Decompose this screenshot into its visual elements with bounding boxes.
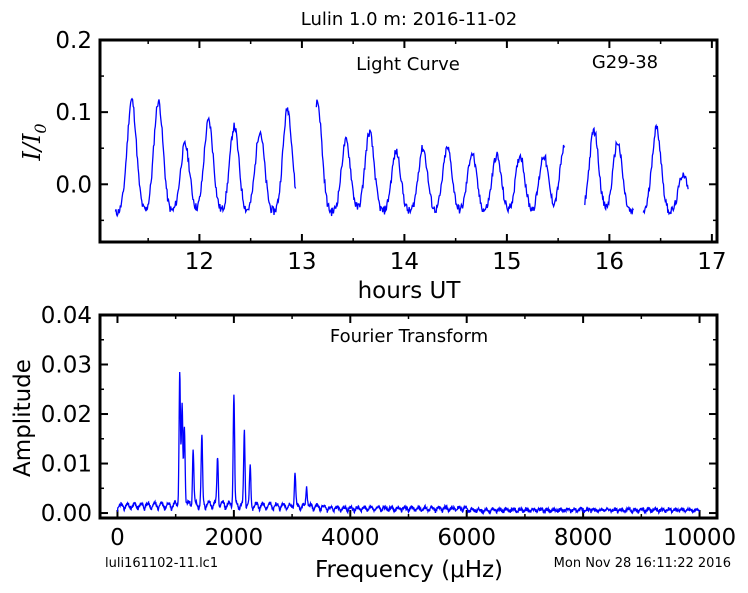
amp-tick-label: 0.00 xyxy=(41,501,92,527)
fourier-ticks: 0 2000 4000 6000 8000 10000 0.00 0.01 0.02 0.03 0.… xyxy=(41,303,736,551)
x-tick-label: 12 xyxy=(185,249,214,275)
light-curve-annotation: Light Curve xyxy=(356,54,460,75)
y-tick-label: 0.2 xyxy=(55,28,92,54)
light-curve-segment-4 xyxy=(642,123,689,216)
freq-tick-label: 0 xyxy=(110,525,125,551)
fourier-panel: 0 2000 4000 6000 8000 10000 0.00 0.01 0.02 0.03 0.… xyxy=(10,303,736,583)
figure-title: Lulin 1.0 m: 2016-11-02 xyxy=(301,9,518,30)
fourier-annotation: Fourier Transform xyxy=(330,326,488,347)
x-tick-label: 16 xyxy=(595,249,624,275)
light-curve-panel: 12 13 14 15 16 17 0.0 0.1 0.2 Light Curve G29-38… xyxy=(18,28,727,304)
x-tick-label: 15 xyxy=(492,249,521,275)
freq-tick-label: 6000 xyxy=(437,525,496,551)
x-tick-label: 14 xyxy=(390,249,419,275)
x-tick-label: 13 xyxy=(287,249,316,275)
fourier-series xyxy=(116,371,701,516)
amp-tick-label: 0.03 xyxy=(41,353,92,379)
y-tick-label: 0.0 xyxy=(55,172,92,198)
ylabel-subscript: 0 xyxy=(31,123,50,133)
ylabel-main: I/I xyxy=(18,133,46,162)
amp-tick-label: 0.01 xyxy=(41,452,92,478)
freq-tick-label: 8000 xyxy=(554,525,613,551)
light-curve-segment-3 xyxy=(584,126,634,215)
y-tick-label: 0.1 xyxy=(55,100,92,126)
freq-tick-label: 2000 xyxy=(205,525,264,551)
fourier-xlabel: Frequency (μHz) xyxy=(315,557,503,583)
amp-tick-label: 0.02 xyxy=(41,402,92,428)
light-curve-series xyxy=(114,97,689,218)
x-tick-label: 17 xyxy=(697,249,726,275)
light-curve-segment-1 xyxy=(114,97,297,218)
light-curve-xlabel: hours UT xyxy=(358,278,462,304)
light-curve-frame xyxy=(98,38,719,244)
amp-tick-label: 0.04 xyxy=(41,303,92,329)
generation-timestamp: Mon Nov 28 16:11:22 2016 xyxy=(554,556,731,571)
data-file-name: luli161102-11.lc1 xyxy=(105,556,218,571)
light-curve-ticks: 12 13 14 15 16 17 0.0 0.1 0.2 xyxy=(55,28,726,275)
light-curve-ylabel: I/I0 xyxy=(18,123,50,161)
freq-tick-label: 4000 xyxy=(321,525,380,551)
fourier-spectrum-line xyxy=(116,371,701,516)
fourier-ylabel: Amplitude xyxy=(10,359,36,477)
freq-tick-label: 10000 xyxy=(663,525,736,551)
svg-text:I/I0: I/I0 xyxy=(18,123,50,161)
star-name-annotation: G29-38 xyxy=(592,52,658,73)
light-curve-segment-2 xyxy=(315,99,566,217)
